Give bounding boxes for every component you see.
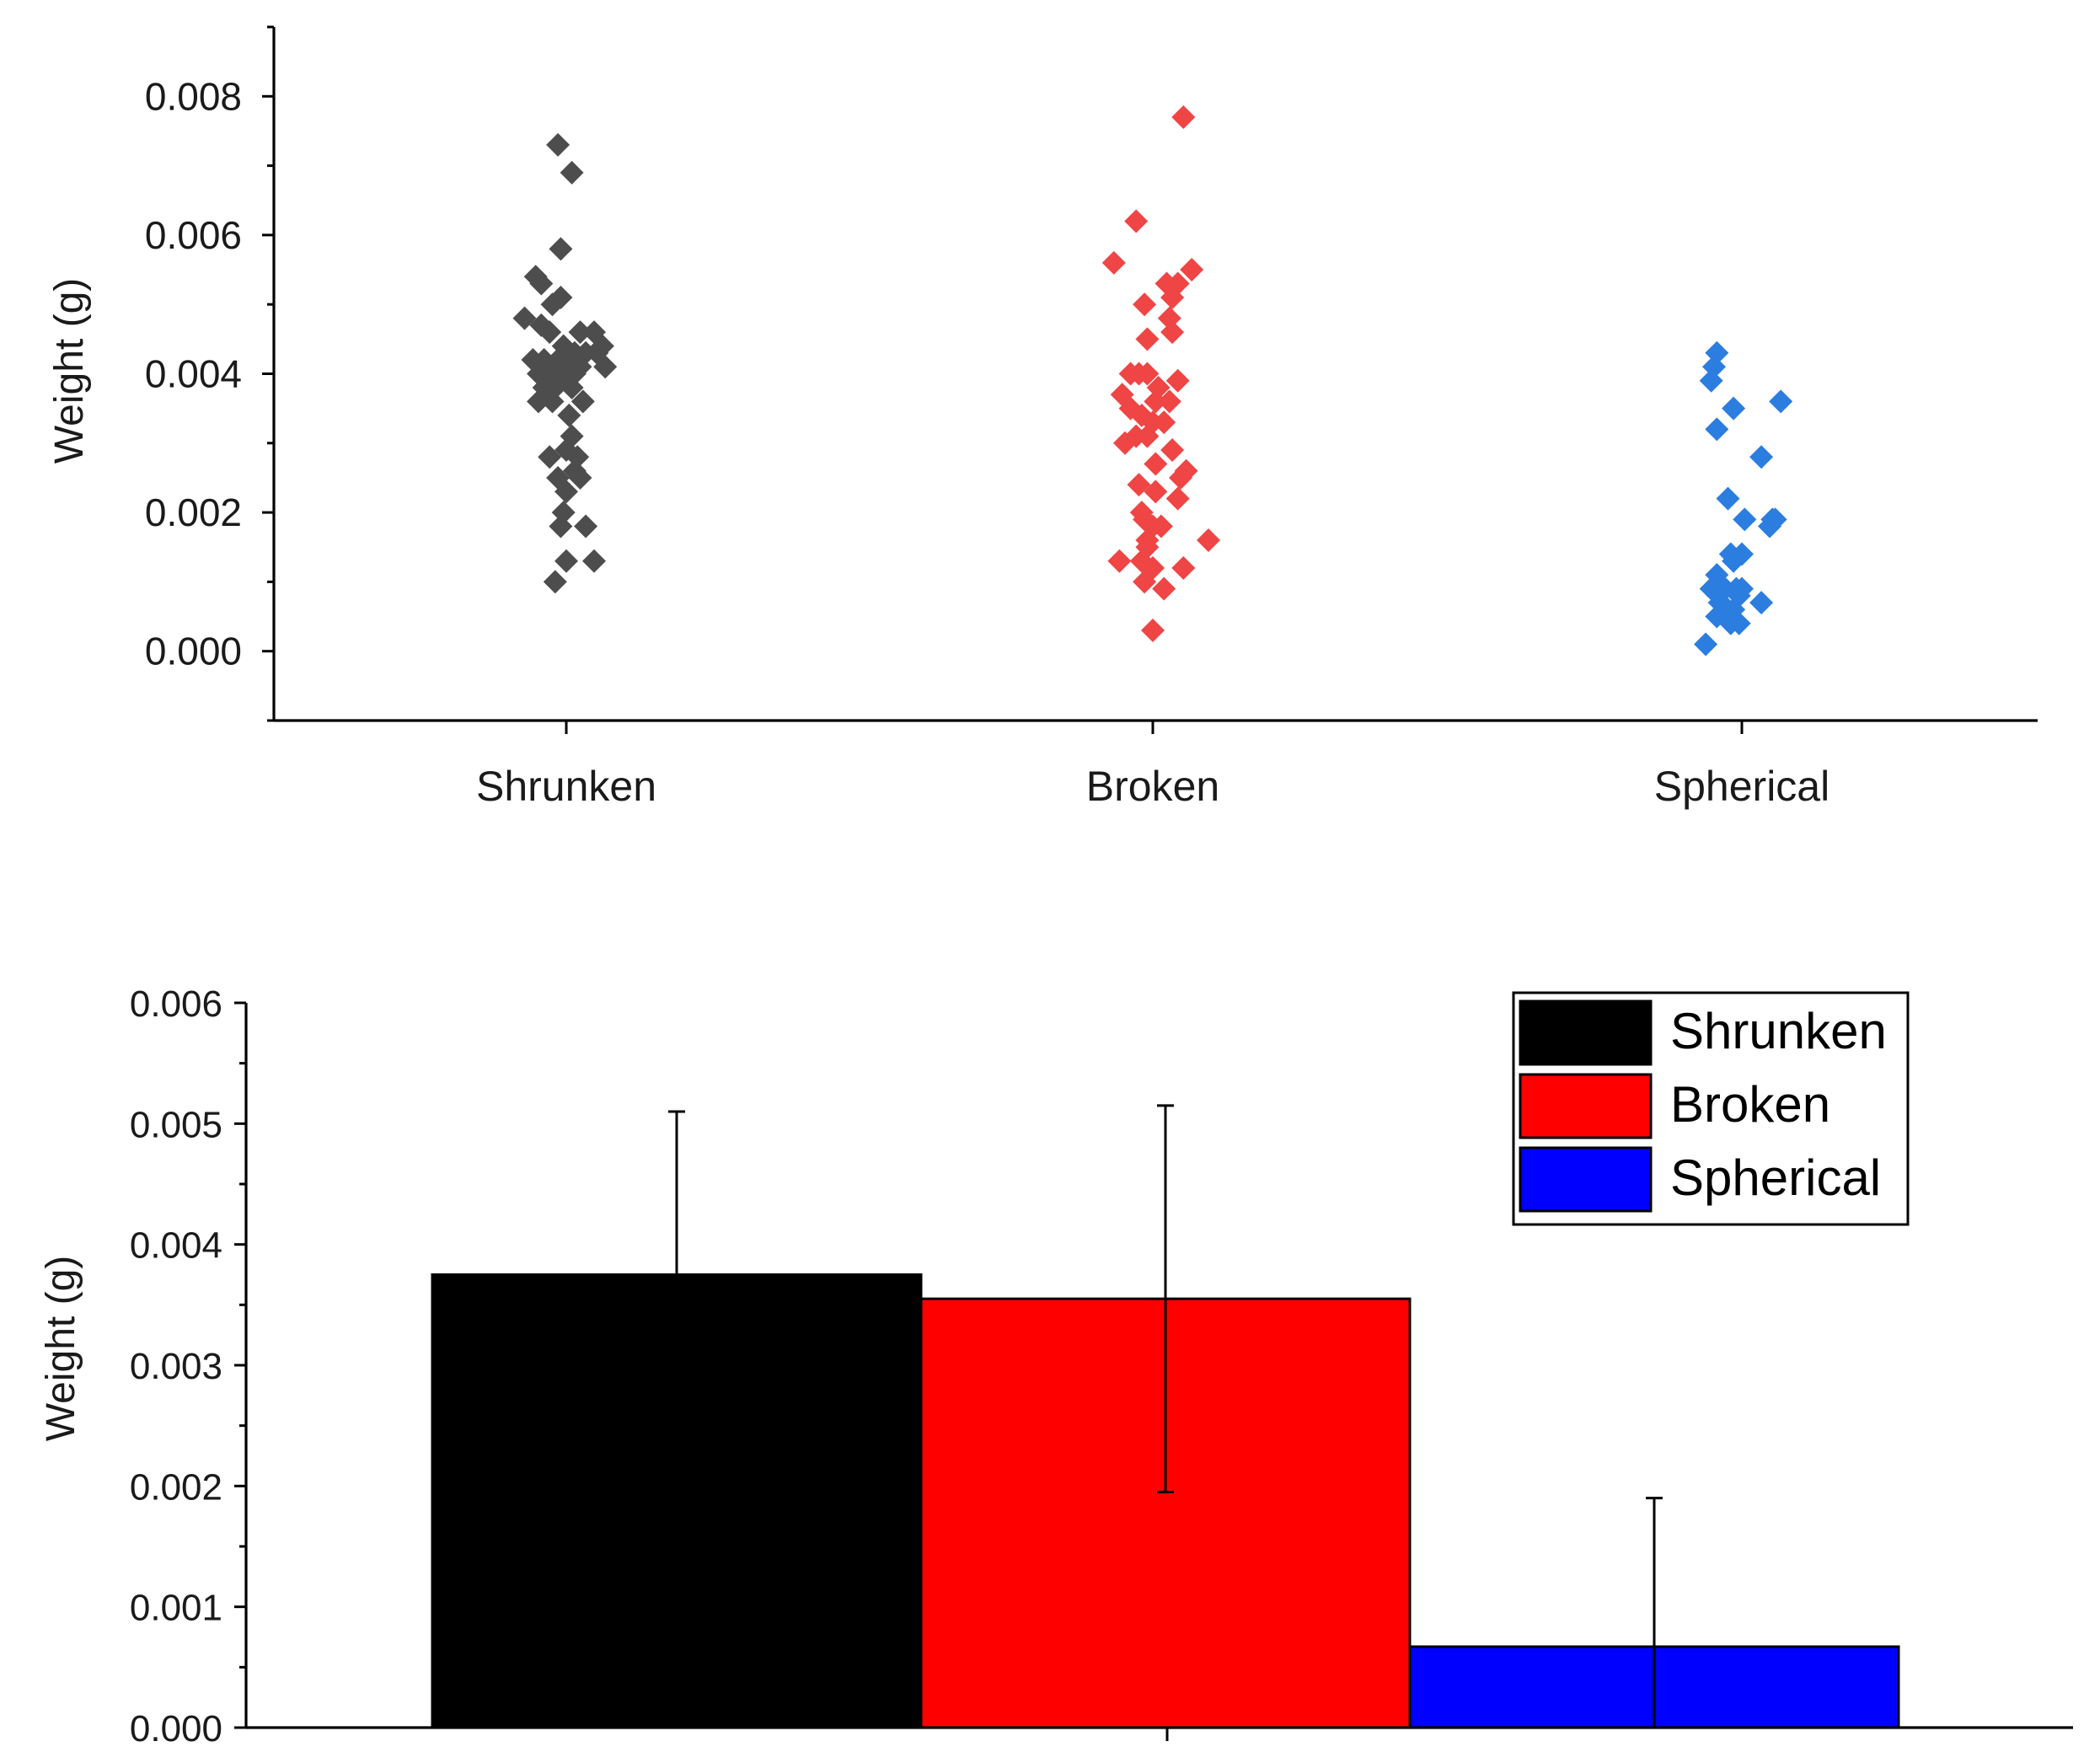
scatter-point [1733, 507, 1757, 532]
legend-swatch [1519, 999, 1653, 1066]
scatter-point [1133, 292, 1157, 317]
scatter-point [1152, 410, 1176, 435]
scatter-point [1160, 438, 1185, 463]
scatter-point [1727, 611, 1751, 635]
scatter-point [1135, 424, 1160, 448]
legend-swatch [1519, 1073, 1653, 1139]
scatter-point [1141, 619, 1165, 643]
scatter-x-tick-label: Broken [1086, 763, 1219, 810]
scatter-point [1165, 486, 1190, 511]
scatter-point [527, 389, 550, 414]
scatter-point [1171, 555, 1196, 580]
scatter-point [1722, 396, 1746, 421]
scatter-point [568, 320, 592, 345]
scatter-point [1694, 632, 1718, 656]
bar-y-tick-label: 0.002 [130, 1466, 222, 1508]
bar-y-tick-label: 0.001 [130, 1588, 222, 1629]
scatter-point [593, 355, 618, 379]
scatter-points [512, 104, 1793, 656]
scatter-point [557, 403, 581, 427]
scatter-y-tick-label: 0.004 [145, 352, 242, 396]
scatter-y-tick-label: 0.006 [145, 213, 242, 257]
scatter-point [1165, 368, 1190, 393]
bar-y-ticks: 0.000 0.001 0.002 0.003 0.004 0.005 0.006 [130, 983, 246, 1750]
scatter-point [582, 549, 606, 573]
scatter-point [1107, 549, 1132, 573]
scatter-point [1180, 258, 1204, 282]
legend-label: Spherical [1670, 1149, 1881, 1206]
scatter-point [1749, 591, 1774, 615]
bar-error-bars [668, 1104, 1663, 1728]
scatter-y-axis-title: Weight (g) [47, 278, 92, 464]
scatter-x-ticks: Shrunken Broken Spherical [476, 721, 1829, 810]
scatter-point [1133, 570, 1157, 594]
scatter-point [554, 549, 578, 573]
scatter-point [1160, 285, 1185, 309]
scatter-point [543, 570, 567, 594]
scatter-point [1144, 389, 1168, 414]
scatter-point [1124, 209, 1149, 233]
scatter-x-tick-label: Shrunken [476, 763, 656, 810]
scatter-point [1127, 473, 1151, 497]
scatter-point [560, 160, 584, 185]
scatter-point [560, 375, 584, 399]
scatter-x-tick-label: Spherical [1654, 763, 1829, 810]
scatter-point [512, 306, 537, 330]
scatter-point [1730, 576, 1754, 601]
scatter-point [1749, 445, 1774, 469]
scatter-point [1763, 507, 1787, 532]
scatter-point [1197, 528, 1220, 553]
scatter-point [546, 132, 571, 157]
bar-y-axis-title: Weight (g) [39, 1256, 83, 1442]
bar-y-tick-label: 0.004 [130, 1225, 222, 1267]
bar-chart: 0.000 0.001 0.002 0.003 0.004 0.005 0.006 Weig… [39, 983, 2073, 1750]
scatter-point [1135, 327, 1160, 351]
scatter-chart: 0.000 0.002 0.004 0.006 0.008 Shrunken Broken… [47, 25, 2038, 810]
scatter-point [1171, 104, 1196, 129]
scatter-point [540, 389, 565, 414]
bar-y-tick-label: 0.000 [130, 1708, 222, 1750]
bar-y-tick-label: 0.006 [130, 983, 222, 1025]
scatter-point [568, 465, 592, 490]
scatter-point [1157, 389, 1181, 414]
scatter-y-ticks: 0.000 0.002 0.004 0.006 0.008 [145, 25, 274, 722]
scatter-point [1705, 417, 1729, 442]
scatter-point [1152, 576, 1176, 601]
scatter-point [1169, 465, 1192, 490]
bar-y-tick-label: 0.005 [130, 1104, 222, 1145]
scatter-point [549, 237, 573, 261]
legend-swatch [1519, 1146, 1653, 1213]
scatter-point [1769, 389, 1793, 414]
scatter-point [574, 514, 598, 539]
legend-label: Shrunken [1670, 1003, 1887, 1059]
scatter-point [549, 285, 573, 309]
scatter-point [554, 480, 578, 504]
legend: Shrunken Broken Spherical [1512, 991, 1910, 1226]
scatter-point [1160, 320, 1185, 345]
scatter-point [1716, 486, 1740, 511]
legend-label: Broken [1670, 1076, 1830, 1133]
scatter-point [549, 514, 573, 539]
scatter-point [571, 389, 595, 414]
scatter-point [1699, 368, 1723, 393]
scatter-point [1113, 431, 1137, 455]
bar-y-tick-label: 0.003 [130, 1346, 222, 1387]
scatter-y-tick-label: 0.002 [145, 490, 242, 534]
scatter-point [1135, 362, 1160, 386]
scatter-y-tick-label: 0.000 [145, 630, 242, 673]
scatter-point [1144, 452, 1168, 476]
scatter-point [538, 320, 562, 345]
scatter-point [538, 445, 562, 469]
scatter-point [1101, 250, 1126, 275]
scatter-point [1730, 542, 1754, 566]
scatter-point [1144, 480, 1168, 504]
legend-items: Shrunken Broken Spherical [1519, 999, 1887, 1213]
scatter-y-tick-label: 0.008 [145, 74, 242, 118]
scatter-point [529, 271, 554, 296]
